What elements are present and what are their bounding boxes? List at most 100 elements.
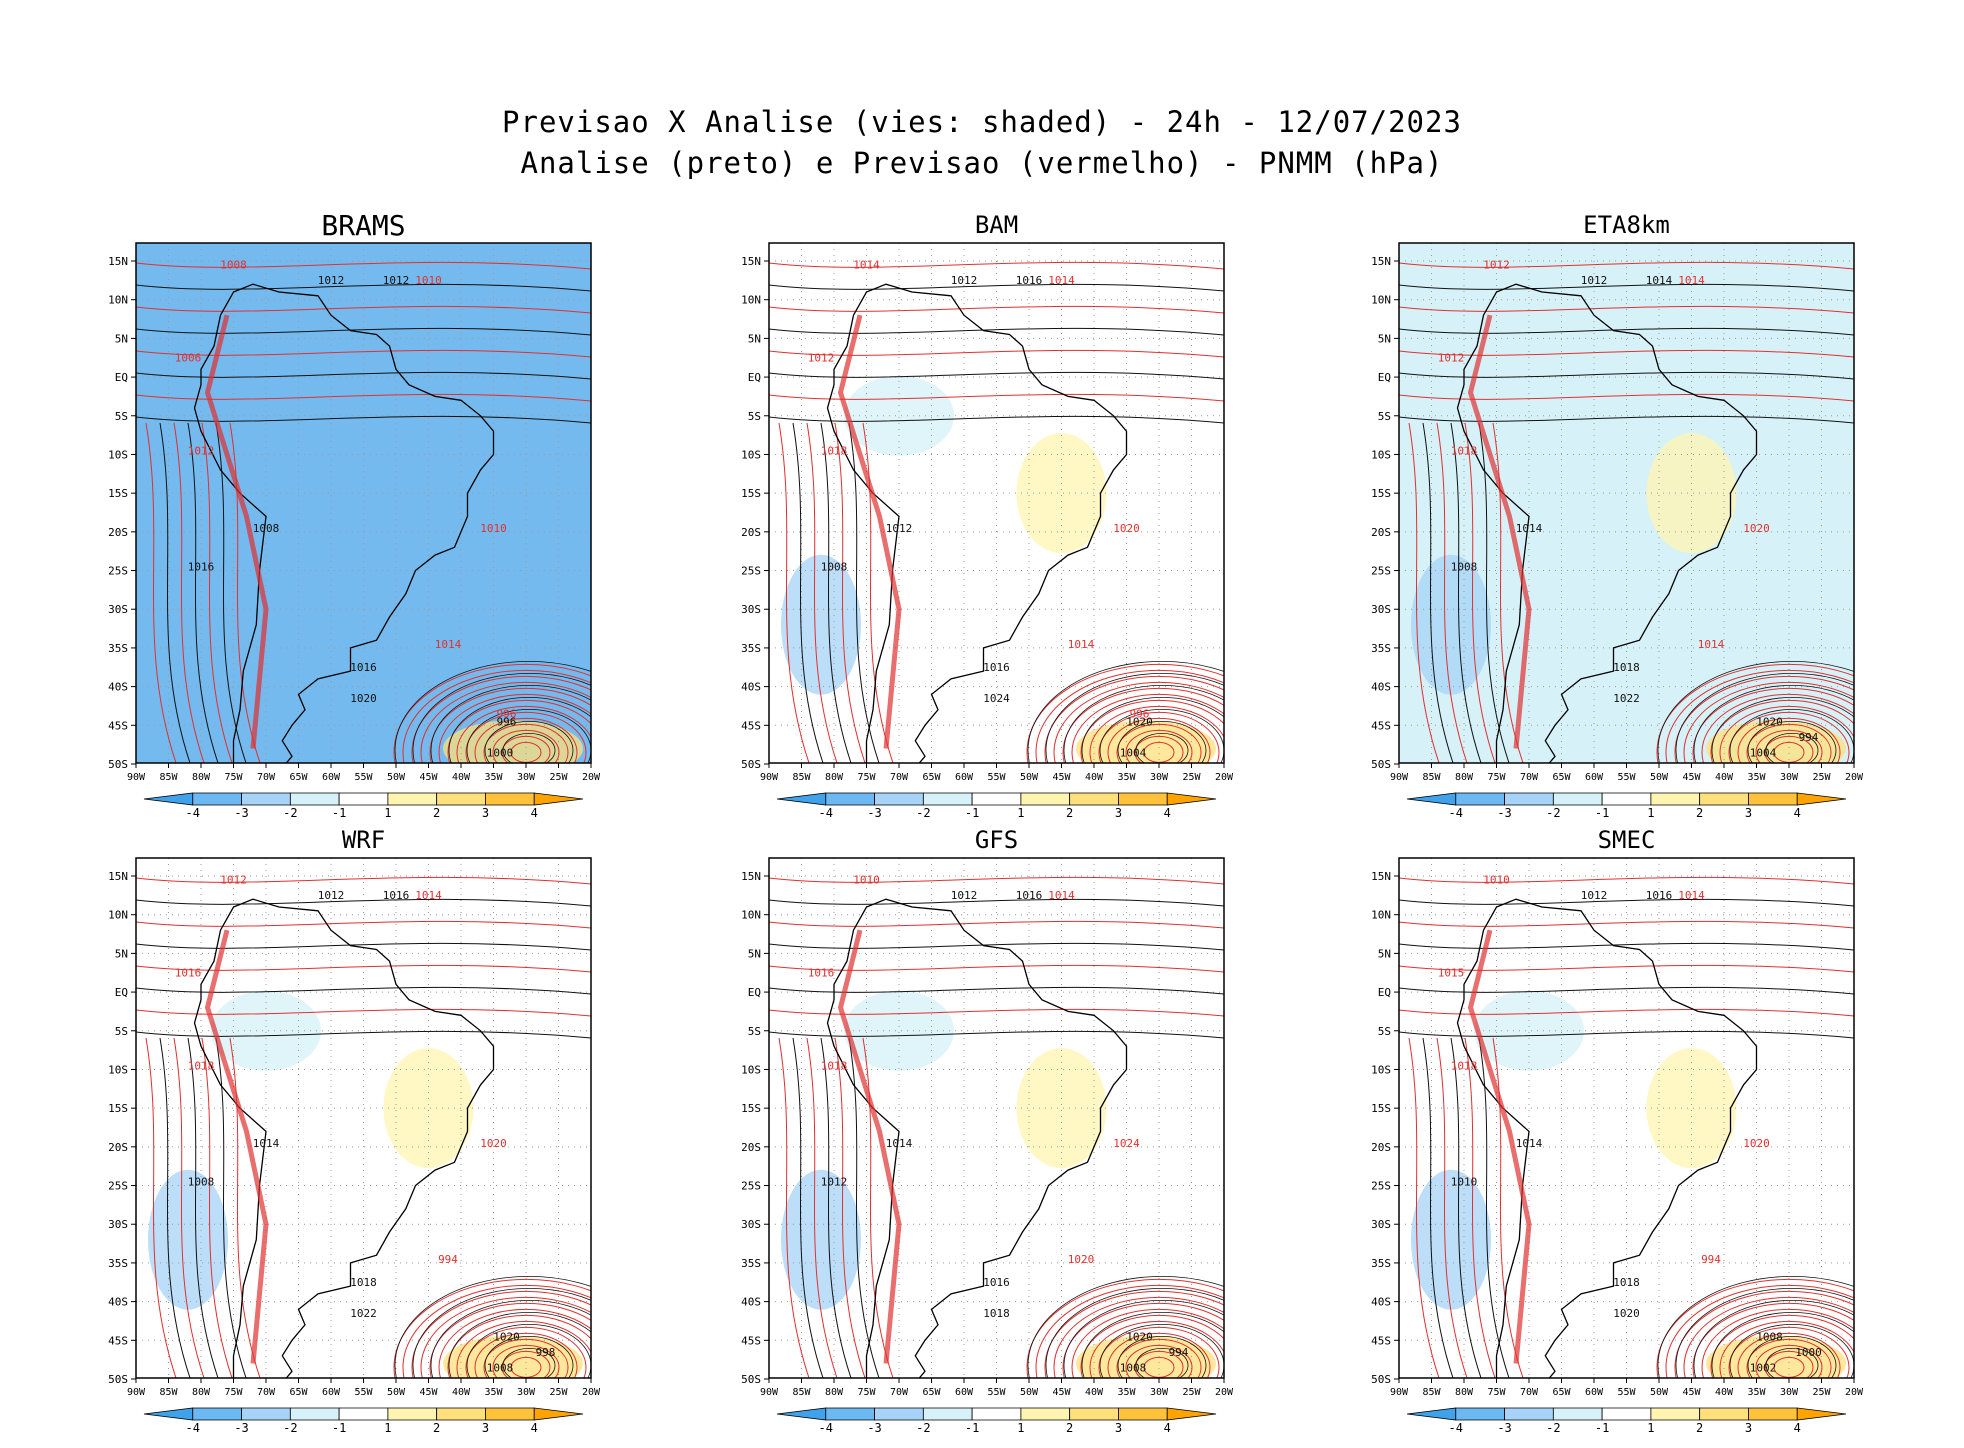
analysis-contour-label: 1012 [951,889,978,902]
lat-tick-label: 40S [741,681,761,694]
colorbar-segment [971,1407,1022,1421]
colorbar-segment [1796,1407,1847,1421]
isobar [778,422,810,763]
colorbar-segment [1504,1407,1554,1421]
forecast-contour [1026,1278,1224,1378]
colorbar-label: 3 [482,806,489,820]
lon-tick-label: 80W [1455,1387,1474,1398]
lon-tick-label: 70W [1520,772,1539,783]
colorbar-label: -3 [867,806,881,820]
forecast-contour [411,675,591,763]
forecast-contour-label: 994 [438,1253,458,1266]
colorbar-label: 1 [1017,1421,1024,1435]
lon-tick-label: 30W [517,1387,536,1398]
analysis-contour [1399,327,1854,336]
forecast-contour [1107,717,1211,763]
lat-tick-label: 5S [1378,1025,1391,1038]
lon-tick-label: 25W [1182,772,1201,783]
lon-tick-label: 85W [792,1387,811,1398]
forecast-contour [1692,687,1854,763]
forecast-contour [1053,1296,1224,1378]
bias-shading [1474,375,1584,456]
lat-tick-label: 10N [108,909,128,922]
forecast-contour-label: 1016 [175,967,202,980]
lat-tick-label: 35S [108,1257,128,1270]
andes-contours [837,929,902,1364]
bias-shading [844,375,954,456]
colorbar-label: 4 [531,806,538,820]
lat-tick-label: 25S [741,1180,761,1193]
colorbar-segment [1020,792,1071,806]
forecast-contour-label: 1014 [1048,889,1075,902]
colorbar-label: 3 [482,1421,489,1435]
forecast-contour [1719,705,1854,763]
analysis-contour-label: 1018 [983,1307,1010,1320]
forecast-contour [474,717,578,763]
colorbar-segment [436,792,486,806]
forecast-contour [1656,663,1854,763]
forecast-contour-label: 1016 [808,967,835,980]
analysis-contour-label: 1018 [1613,1276,1640,1289]
forecast-contour-label: 1010 [853,874,880,887]
colorbar-segment [1406,792,1457,806]
analysis-contour [1399,898,1854,907]
lat-tick-label: 45S [108,1334,128,1347]
lat-tick-label: 15N [741,255,761,268]
analysis-contour [1711,697,1854,763]
forecast-contour [1399,964,1854,973]
lon-tick-label: 60W [1585,1387,1604,1398]
analysis-contour-label: 1014 [1516,522,1543,535]
colorbar-segment [1699,792,1749,806]
forecast-contour [456,1320,591,1378]
colorbar-segment [1455,792,1505,806]
lon-tick-label: 60W [955,772,974,783]
isobar [187,422,219,763]
analysis-contour-label: 1014 [253,1137,280,1150]
analysis-contour [412,673,591,763]
colorbar-segment [922,792,973,806]
andes-contours [1467,314,1532,749]
colorbar-segment [776,792,827,806]
forecast-contour [1026,663,1224,763]
analysis-contour [1747,721,1837,763]
forecast-contour [136,876,591,885]
colorbar-label: -1 [332,806,346,820]
forecast-contour [1755,729,1823,763]
analysis-contour [1117,721,1207,763]
isobar [806,422,838,763]
bias-shading [1646,433,1737,554]
forecast-contour [136,393,591,402]
analysis-contour [1657,1276,1854,1378]
forecast-contour [136,964,591,973]
colorbar-segment [1118,792,1168,806]
colorbar-label: -2 [283,1421,297,1435]
analysis-contour [1135,732,1189,763]
colorbar-label: 3 [1115,806,1122,820]
lon-tick-label: 90W [127,772,146,783]
bias-shading [1076,1335,1216,1378]
lon-tick-label: 45W [419,772,438,783]
lat-tick-label: 50S [1371,758,1391,771]
south-america-coastline [1456,283,1758,763]
analysis-contour-label: 1020 [1126,1330,1153,1343]
analysis-contour [1693,685,1854,763]
lon-tick-label: 45W [1052,772,1071,783]
forecast-contour [1116,723,1202,763]
lat-tick-label: EQ [748,986,761,999]
analysis-contour [769,898,1224,907]
lon-tick-label: 55W [987,1387,1006,1398]
forecast-contour [1125,1344,1193,1378]
map-panel-wrf: 1012 101610141008101810221020100899699810… [108,857,601,1435]
lat-tick-label: 25S [741,565,761,578]
colorbar-segment [1166,792,1217,806]
analysis-contour-label: 1020 [1613,1307,1640,1320]
lon-tick-label: 55W [1617,1387,1636,1398]
lon-tick-label: 30W [1150,1387,1169,1398]
analysis-contour [769,415,1224,424]
analysis-contour [1099,1324,1224,1378]
analysis-contour-label: 1014 [1516,1137,1543,1150]
lat-tick-label: 15S [741,487,761,500]
lat-tick-label: 10N [1371,909,1391,922]
bias-shading [1016,1048,1107,1169]
lat-tick-label: 50S [1371,1373,1391,1386]
